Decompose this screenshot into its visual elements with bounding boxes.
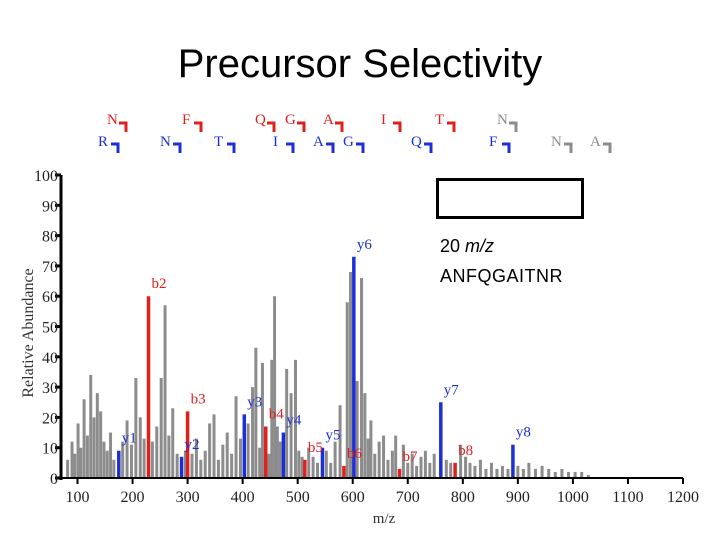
sequence-residue: A	[323, 112, 334, 128]
sequence-residue: A	[590, 134, 601, 150]
y-ion-peaks	[117, 256, 515, 478]
y-tick-label: 60	[42, 289, 58, 306]
sequence-residue: Q	[255, 112, 266, 128]
sequence-residue: Q	[411, 134, 422, 150]
y-ion-marker	[603, 142, 612, 153]
y-ion-peak-label: y6	[357, 237, 373, 253]
b-ion-marker	[509, 121, 518, 132]
y-tick-label: 80	[42, 229, 58, 246]
x-tick-label: 500	[286, 489, 310, 506]
y-tick-label: 50	[42, 320, 58, 337]
sequence-residue: A	[313, 134, 324, 150]
unassigned-peaks	[66, 271, 590, 478]
b-ion-peak-label: b7	[403, 449, 419, 465]
sequence-residue: N	[497, 112, 508, 128]
y-ion-marker	[326, 142, 335, 153]
y-ion-peak-label: y5	[325, 428, 340, 444]
sequence-residue: T	[214, 134, 223, 150]
y-tick-label: 70	[42, 259, 58, 276]
chart-axes: 0 10 20 30 40 50 60 70 80 90 100 100 200 300 400 500 600…	[34, 168, 699, 506]
b-ion-marker	[447, 121, 456, 132]
sequence-residue: T	[435, 112, 444, 128]
y-ion-peak-label: y4	[286, 413, 302, 429]
x-tick-label: 1000	[557, 489, 589, 506]
y-ion-peak-label: y8	[516, 425, 531, 441]
y-ion-marker	[356, 142, 365, 153]
y-tick-label: 0	[50, 471, 58, 488]
x-axis-label: m/z	[373, 511, 396, 527]
y-ion-marker	[227, 142, 236, 153]
sequence-ladder: N F Q G A I T NR N T I A G Q F N A	[98, 112, 612, 153]
x-tick-label: 200	[121, 489, 145, 506]
sequence-residue: F	[182, 112, 190, 128]
sequence-residue: G	[343, 134, 354, 150]
y-ion-peak-label: y3	[247, 394, 262, 410]
b-ion-peaks	[146, 296, 457, 478]
x-tick-label: 1200	[667, 489, 699, 506]
b-ion-marker	[194, 121, 203, 132]
peptide-sequence: ANFQGAITNR	[440, 266, 564, 286]
isolation-window-label: 20 m/z	[440, 236, 494, 257]
b-ion-peak-label: b3	[191, 391, 206, 407]
y-ion-marker	[424, 142, 433, 153]
sequence-residue: I	[381, 112, 386, 128]
sequence-residue: R	[98, 134, 108, 150]
b-ion-marker	[393, 121, 402, 132]
b-ion-peak-label: b8	[458, 443, 473, 459]
y-tick-label: 100	[34, 168, 58, 185]
b-ion-peak-label: b5	[308, 440, 323, 456]
x-tick-label: 800	[451, 489, 475, 506]
isolation-window-value: 20	[440, 236, 461, 256]
y-tick-label: 20	[42, 410, 58, 427]
y-ion-peak-label: y2	[185, 437, 200, 453]
y-tick-label: 40	[42, 350, 58, 367]
x-tick-label: 100	[66, 489, 90, 506]
y-ion-marker	[564, 142, 573, 153]
sequence-residue: F	[489, 134, 497, 150]
y-axis-label: Relative Abundance	[20, 268, 37, 397]
sequence-residue: N	[107, 112, 118, 128]
isolation-window-box	[436, 178, 584, 219]
y-ion-marker	[173, 142, 182, 153]
y-ion-peak-label: y7	[444, 382, 460, 398]
isolation-window-unit: m/z	[465, 236, 495, 256]
x-tick-label: 900	[506, 489, 530, 506]
b-ion-marker	[297, 121, 306, 132]
sequence-residue: I	[273, 134, 278, 150]
sequence-residue: G	[285, 112, 296, 128]
y-tick-label: 90	[42, 198, 58, 215]
slide-title: Precursor Selectivity	[177, 42, 543, 86]
y-tick-label: 10	[42, 441, 58, 458]
sequence-residue: N	[160, 134, 171, 150]
sequence-residue: N	[551, 134, 562, 150]
x-tick-label: 1100	[612, 489, 643, 506]
x-tick-label: 400	[231, 489, 255, 506]
b-ion-marker	[335, 121, 344, 132]
x-tick-label: 300	[176, 489, 200, 506]
y-ion-marker	[502, 142, 511, 153]
x-tick-label: 700	[396, 489, 420, 506]
ion-labels: b2 b3 b4 b5 b6 b7 b8 y1 y2 y3 y4 y5 y6 y7 y8	[122, 237, 531, 465]
y-ion-marker	[286, 142, 295, 153]
b-ion-peak-label: b6	[347, 446, 363, 462]
x-tick-label: 600	[341, 489, 365, 506]
b-ion-peak-label: b4	[269, 406, 285, 422]
y-ion-marker	[111, 142, 120, 153]
b-ion-peak-label: b2	[152, 276, 167, 292]
b-ion-marker	[119, 121, 128, 132]
y-ion-peak-label: y1	[122, 431, 137, 447]
b-ion-marker	[267, 121, 276, 132]
y-tick-label: 30	[42, 380, 58, 397]
